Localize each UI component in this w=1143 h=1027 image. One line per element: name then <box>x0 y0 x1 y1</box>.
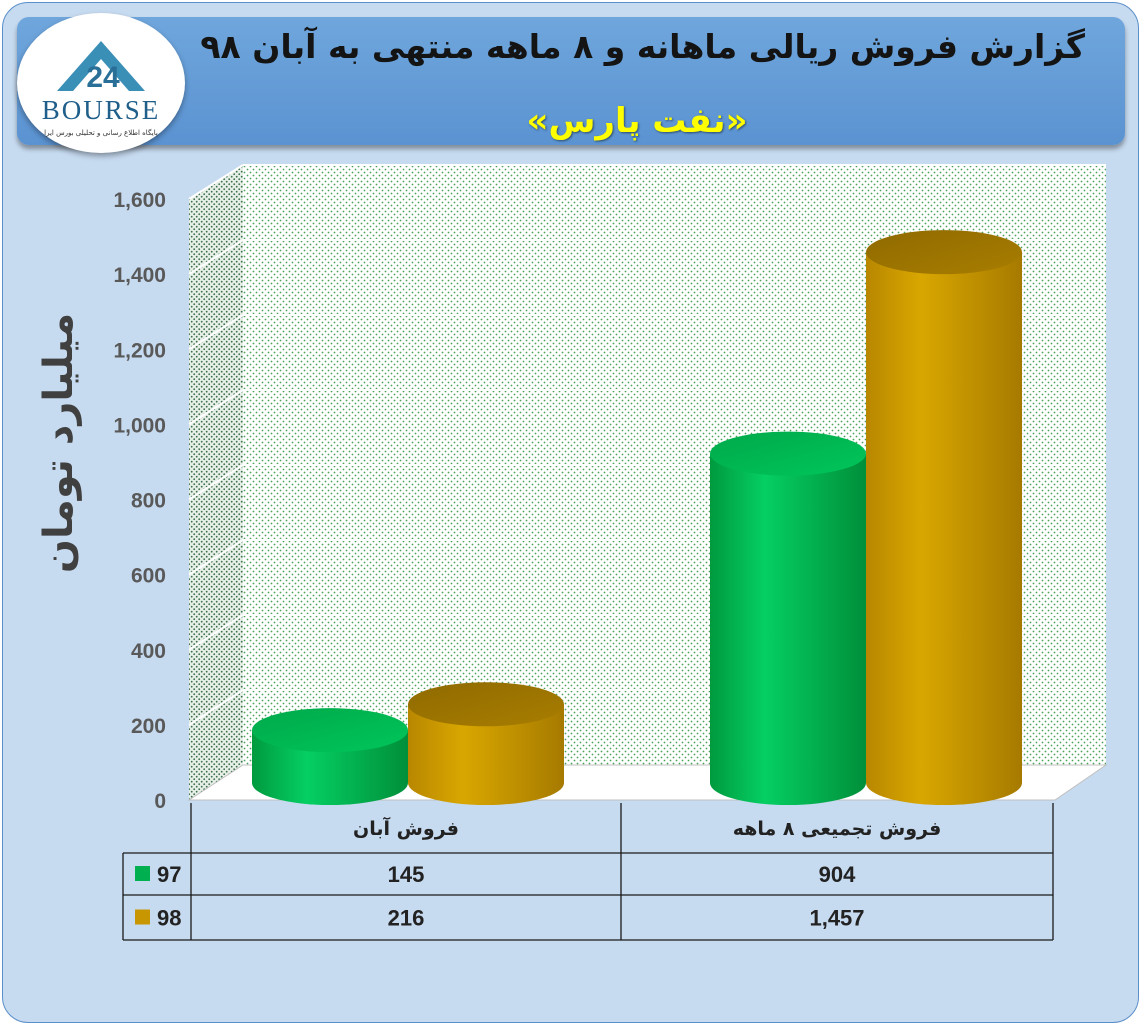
data-label: 216 <box>388 906 425 931</box>
header-banner: گزارش فروش ریالی ماهانه و ۸ ماهه منتهی ب… <box>17 17 1125 145</box>
y-tick-label: 400 <box>131 640 166 663</box>
data-label: 145 <box>388 862 425 887</box>
bar-97-2 <box>710 431 866 805</box>
gridline-side <box>188 614 244 651</box>
logo-text: BOURSE <box>42 95 161 125</box>
bar-body <box>866 252 1022 806</box>
gridline-side <box>188 164 244 200</box>
bar-98-2 <box>866 230 1022 806</box>
gridline-side <box>188 539 244 576</box>
bar-97-1 <box>252 708 408 805</box>
legend-label: 98 <box>157 906 181 931</box>
category-label: فروش آبان <box>353 816 459 840</box>
chart-subtitle: «نفت پارس» <box>526 101 748 141</box>
bar-body <box>408 704 564 805</box>
logo-number: 24 <box>86 61 120 94</box>
bar-98-1 <box>408 682 564 805</box>
logo-triangle-icon <box>57 41 145 91</box>
data-label: 904 <box>819 862 856 887</box>
gridline-side <box>188 314 244 351</box>
bourse-logo: 24 BOURSE پایگاه اطلاع رسانی و تحلیلی بو… <box>17 13 185 153</box>
data-label: 1,457 <box>809 906 864 931</box>
legend-swatch <box>135 866 150 881</box>
logo-tagline: پایگاه اطلاع رسانی و تحلیلی بورس ایرا <box>44 128 158 137</box>
gridline-side <box>188 689 244 726</box>
y-tick-label: 1,200 <box>113 339 166 362</box>
legend-label: 97 <box>157 862 181 887</box>
bar-top <box>252 708 408 753</box>
chart-title: گزارش فروش ریالی ماهانه و ۸ ماهه منتهی ب… <box>200 27 1085 66</box>
legend-swatch <box>135 909 150 925</box>
y-tick-label: 1,600 <box>113 189 166 212</box>
chart-canvas: 0 200 400 600 800 1,000 1,200 1,400 1,600 فروش آ… <box>113 164 1108 941</box>
y-tick-label: 600 <box>131 565 166 588</box>
y-tick-label: 800 <box>131 490 166 513</box>
data-table: فروش آبان فروش تجمیعی ۸ ماهه 97 145 904 98 216… <box>122 803 1054 941</box>
y-axis-ticks: 0 200 400 600 800 1,000 1,200 1,400 1,600 <box>113 189 166 813</box>
bar-body <box>710 453 866 805</box>
y-tick-label: 1,000 <box>113 414 166 437</box>
bar-top <box>408 682 564 727</box>
bar-top <box>710 431 866 476</box>
category-label: فروش تجمیعی ۸ ماهه <box>733 818 942 840</box>
y-tick-label: 0 <box>154 790 166 813</box>
bar-top <box>866 230 1022 275</box>
gridline-side <box>188 239 244 275</box>
y-tick-label: 200 <box>131 715 166 738</box>
y-tick-label: 1,400 <box>113 264 166 287</box>
gridline-side <box>188 464 244 501</box>
bars <box>252 230 1022 806</box>
gridline-side <box>188 389 244 426</box>
